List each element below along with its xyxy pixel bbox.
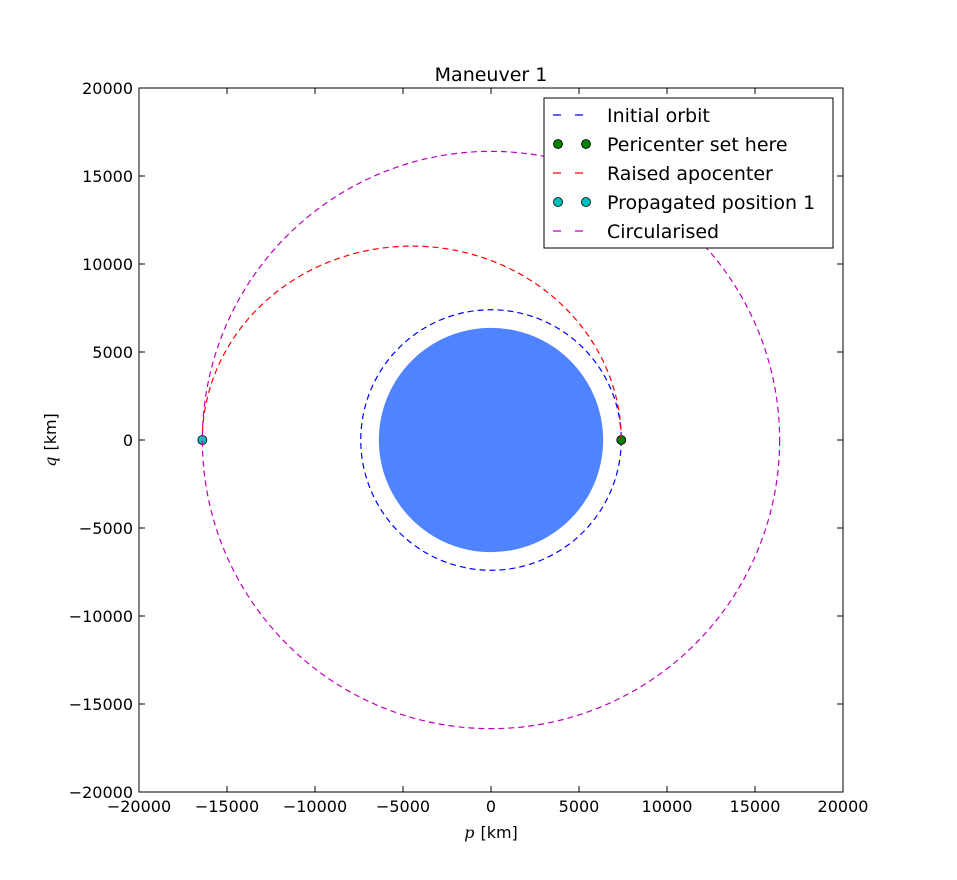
legend-marker (581, 139, 591, 149)
y-tick-label: 0 (123, 431, 133, 450)
x-axis-label: p [km] (464, 823, 518, 842)
y-tick-label: 15000 (82, 167, 133, 186)
chart-title: Maneuver 1 (435, 64, 548, 86)
legend-entry: Circularised (553, 221, 719, 243)
legend-entry: Propagated position 1 (553, 192, 815, 214)
legend-entry: Raised apocenter (553, 163, 773, 185)
legend-box (543, 97, 834, 249)
y-tick-label: −5000 (79, 519, 133, 538)
x-tick-label: 10000 (642, 797, 693, 816)
x-tick-label: 0 (486, 797, 496, 816)
y-axis-label: q[km] (41, 413, 60, 467)
axis-ticks: −20000 −15000 −10000 −5000 0 5000 10000 15000 20… (69, 79, 869, 816)
legend: Initial orbit Pericenter set here Raised a… (543, 97, 834, 249)
y-tick-label: 20000 (82, 79, 133, 98)
legend-entry: Initial orbit (553, 105, 710, 127)
x-tick-label: 15000 (730, 797, 781, 816)
earth-body (378, 327, 604, 553)
x-tick-label: −5000 (376, 797, 430, 816)
x-tick-label: 5000 (559, 797, 600, 816)
y-tick-label: −20000 (69, 783, 133, 802)
x-tick-label: −15000 (195, 797, 259, 816)
plot-border (138, 87, 844, 793)
legend-label: Initial orbit (607, 105, 710, 127)
legend-label: Propagated position 1 (607, 192, 815, 214)
legend-entry: Pericenter set here (553, 134, 788, 156)
legend-marker (553, 197, 563, 207)
legend-marker (553, 139, 563, 149)
y-tick-label: 5000 (92, 343, 133, 362)
series-4-orbit (201, 150, 781, 730)
x-tick-label: −10000 (283, 797, 347, 816)
y-tick-label: −15000 (69, 695, 133, 714)
legend-label: Raised apocenter (607, 163, 773, 185)
y-tick-label: 10000 (82, 255, 133, 274)
y-tick-label: −10000 (69, 607, 133, 626)
x-tick-label: −20000 (107, 797, 171, 816)
x-tick-label: 20000 (818, 797, 869, 816)
legend-label: Circularised (607, 221, 719, 243)
series-layer (197, 150, 781, 730)
legend-label: Pericenter set here (607, 134, 788, 156)
series-2-transfer-arc (201, 245, 622, 441)
legend-marker (581, 197, 591, 207)
